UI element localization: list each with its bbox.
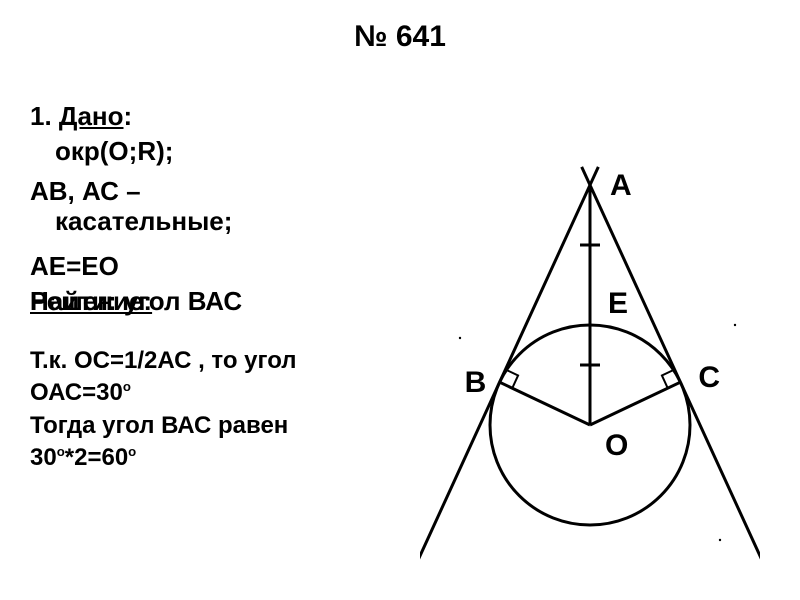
- given-suffix: :: [124, 101, 133, 131]
- svg-text:С: С: [698, 361, 720, 394]
- solution-step-2b: 30о*2=60о: [30, 442, 136, 473]
- given-circle: окр(O;R);: [55, 135, 173, 169]
- given-prefix: 1.: [30, 101, 59, 131]
- diagram-svg: А В С Е О: [420, 150, 760, 570]
- sol-times2: *2=60: [65, 444, 128, 471]
- svg-text:В: В: [465, 366, 487, 399]
- sol-oac-val: ОАС=30: [30, 379, 123, 406]
- given-word: Дано: [59, 101, 124, 131]
- geometry-diagram: А В С Е О: [420, 150, 760, 570]
- degree-sup-3: о: [128, 444, 136, 459]
- given-tangents-1: АВ, АС –: [30, 175, 141, 209]
- solution-step-1b: ОАС=30о: [30, 377, 131, 408]
- given-ae-eo: АЕ=ЕО: [30, 250, 119, 284]
- problem-number: № 641: [0, 20, 800, 54]
- svg-text:Е: Е: [608, 287, 628, 320]
- solution-step-1a: Т.к. ОС=1/2АС , то угол: [30, 345, 297, 376]
- svg-text:А: А: [610, 169, 632, 202]
- degree-sup: о: [123, 379, 131, 394]
- given-tangents-2: касательные;: [55, 205, 232, 239]
- find-line: Найти: угол ВАС: [30, 285, 242, 319]
- svg-text:О: О: [605, 429, 628, 462]
- sol-30: 30: [30, 444, 57, 471]
- given-header: 1. Дано:: [30, 100, 132, 134]
- solution-step-2a: Тогда угол ВАС равен: [30, 410, 288, 441]
- degree-sup-2: о: [57, 444, 65, 459]
